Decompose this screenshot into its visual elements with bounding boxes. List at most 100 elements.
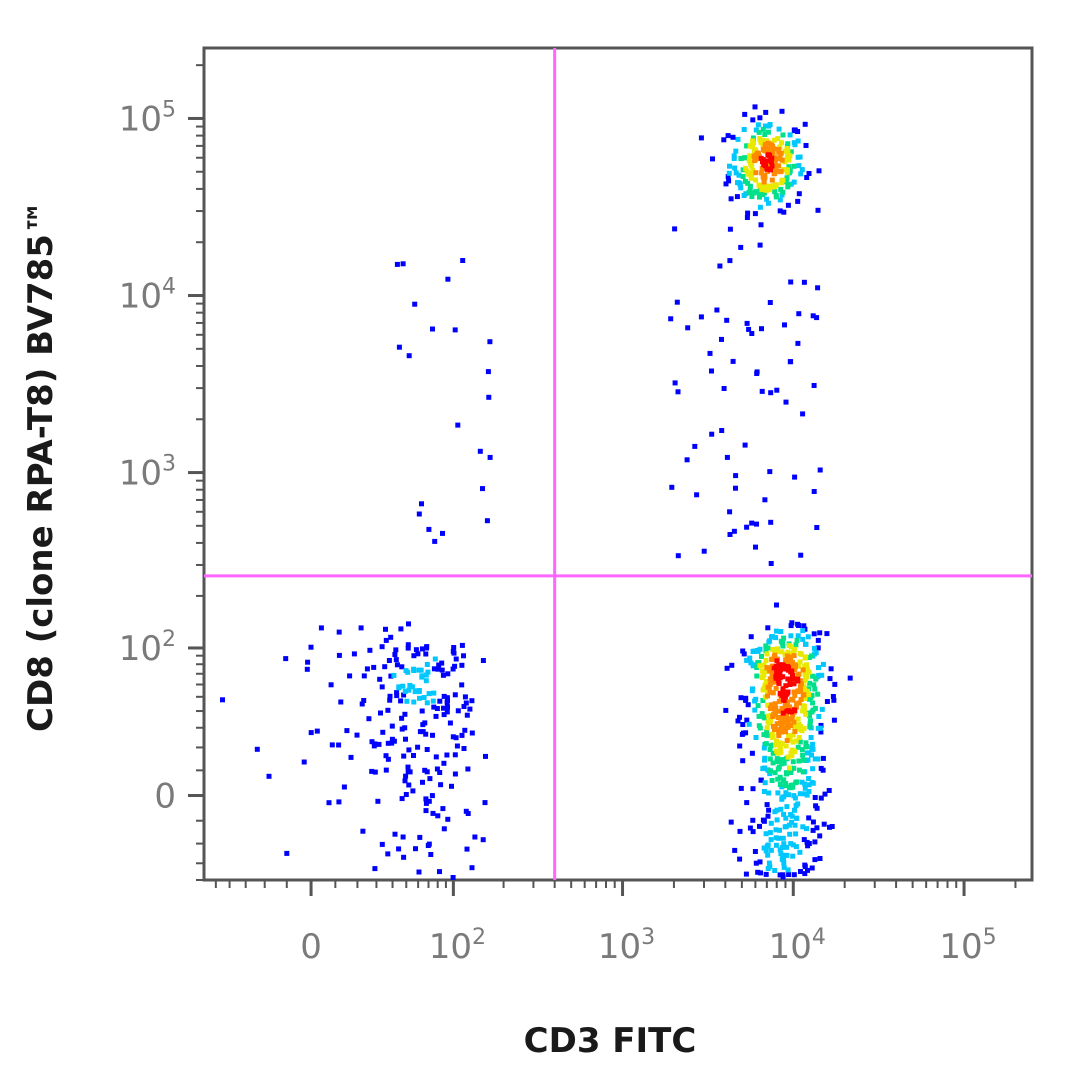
event-point xyxy=(430,810,436,816)
event-point xyxy=(814,825,820,831)
event-point xyxy=(792,692,798,698)
event-point xyxy=(806,815,812,821)
event-point xyxy=(784,175,790,181)
event-point xyxy=(761,745,767,751)
event-point xyxy=(795,633,801,639)
event-point xyxy=(369,768,375,774)
event-point xyxy=(220,697,225,703)
event-point xyxy=(796,735,802,740)
event-point xyxy=(383,767,389,773)
event-point xyxy=(757,204,763,210)
event-point xyxy=(387,693,393,699)
event-point xyxy=(430,732,435,738)
event-point xyxy=(717,263,723,269)
event-point xyxy=(394,662,400,668)
x-tick-label: 104 xyxy=(769,925,826,967)
event-point xyxy=(785,182,791,188)
event-point xyxy=(806,710,811,716)
event-point xyxy=(433,713,439,719)
event-point xyxy=(788,770,794,775)
event-point xyxy=(802,864,808,870)
event-point xyxy=(756,660,762,666)
event-point xyxy=(793,642,799,648)
event-point xyxy=(422,767,428,773)
event-point xyxy=(407,682,413,688)
event-point xyxy=(469,865,475,871)
event-point xyxy=(764,802,770,808)
event-point xyxy=(802,785,808,791)
event-point xyxy=(767,756,773,762)
event-point xyxy=(767,864,773,870)
event-point xyxy=(747,825,753,831)
event-point xyxy=(759,190,765,196)
event-point xyxy=(359,701,365,707)
event-point xyxy=(750,829,756,835)
event-point xyxy=(719,428,725,433)
event-point xyxy=(740,758,746,764)
event-point xyxy=(784,804,790,810)
event-point xyxy=(418,667,424,673)
event-point xyxy=(753,127,759,133)
event-point xyxy=(785,659,791,665)
event-point xyxy=(753,156,759,162)
event-point xyxy=(379,644,385,650)
event-point xyxy=(755,869,761,875)
event-point xyxy=(398,626,404,632)
event-point xyxy=(731,528,737,534)
event-point xyxy=(790,759,796,765)
event-point xyxy=(728,196,734,202)
event-point xyxy=(767,830,773,836)
event-point xyxy=(750,117,756,123)
event-point xyxy=(793,704,799,710)
event-point xyxy=(440,672,446,678)
event-point xyxy=(428,852,434,857)
event-point xyxy=(762,497,768,503)
event-point xyxy=(776,163,782,169)
event-point xyxy=(432,656,438,662)
event-point xyxy=(788,657,794,663)
event-point xyxy=(421,695,427,700)
event-point xyxy=(802,121,808,127)
event-point xyxy=(405,642,411,648)
event-point xyxy=(725,174,731,180)
event-point xyxy=(747,190,753,196)
event-point xyxy=(763,831,769,837)
event-point xyxy=(762,780,768,786)
event-point xyxy=(361,698,367,703)
event-point xyxy=(789,819,795,825)
event-point xyxy=(459,682,465,688)
event-point xyxy=(396,685,402,691)
event-point xyxy=(672,226,678,232)
event-point xyxy=(405,769,411,774)
event-point xyxy=(781,760,787,766)
event-point xyxy=(749,163,755,169)
event-point xyxy=(770,150,776,156)
event-point xyxy=(800,636,806,642)
event-point xyxy=(417,729,423,735)
event-point xyxy=(759,187,765,193)
event-point xyxy=(805,843,811,849)
event-point xyxy=(800,708,806,714)
event-point xyxy=(768,718,774,724)
event-point xyxy=(714,307,720,313)
event-point xyxy=(791,689,797,695)
event-point xyxy=(480,486,485,492)
event-point xyxy=(773,842,779,848)
event-point xyxy=(772,189,778,195)
event-point xyxy=(761,845,767,851)
event-point xyxy=(429,793,435,799)
event-point xyxy=(449,783,454,789)
y-tick-label: 104 xyxy=(119,275,176,317)
event-point xyxy=(814,315,820,321)
event-point xyxy=(772,770,778,776)
event-point xyxy=(807,680,813,686)
event-point xyxy=(798,869,803,874)
event-point xyxy=(727,532,733,537)
event-point xyxy=(777,782,783,787)
event-point xyxy=(753,735,759,740)
event-point xyxy=(794,815,800,821)
event-point xyxy=(782,694,788,700)
event-point xyxy=(779,693,785,698)
event-point xyxy=(461,653,466,659)
event-point xyxy=(791,707,797,713)
